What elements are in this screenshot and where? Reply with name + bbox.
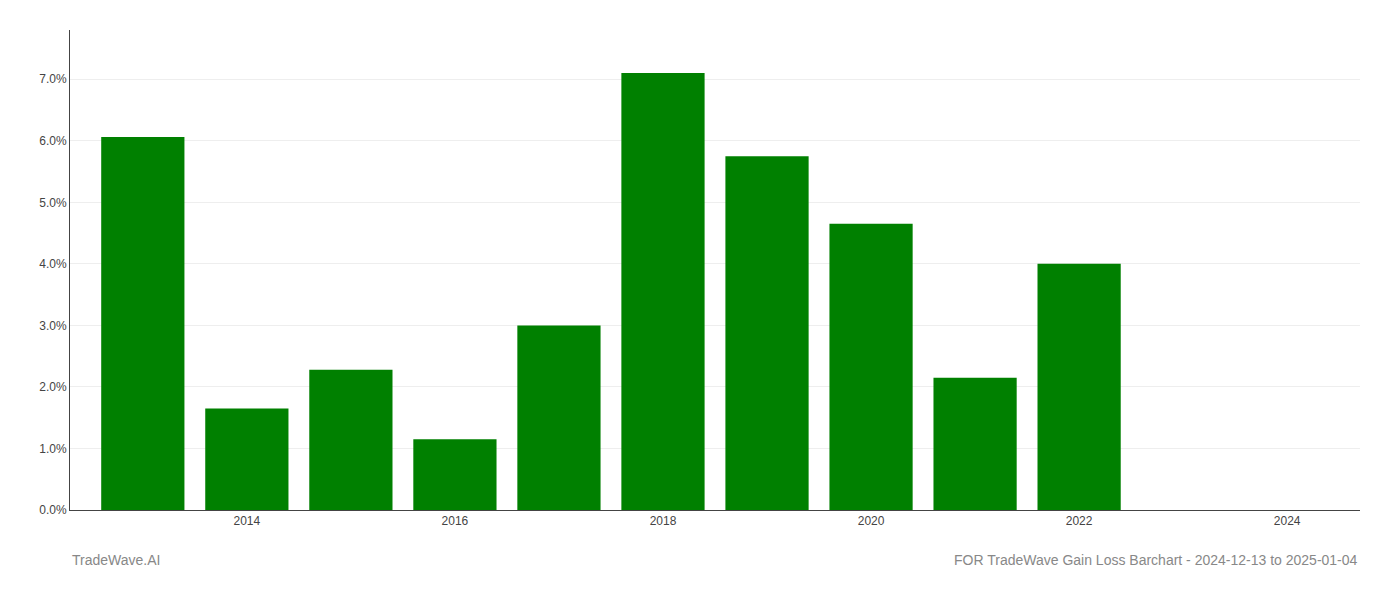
svg-text:6.0%: 6.0%: [39, 134, 67, 148]
svg-text:TradeWave.AI: TradeWave.AI: [72, 552, 160, 568]
svg-text:0.0%: 0.0%: [39, 503, 67, 517]
svg-text:2020: 2020: [858, 514, 885, 528]
svg-text:4.0%: 4.0%: [39, 257, 67, 271]
svg-text:FOR TradeWave Gain Loss Barcha: FOR TradeWave Gain Loss Barchart - 2024-…: [954, 552, 1358, 568]
svg-text:2014: 2014: [233, 514, 260, 528]
svg-text:2016: 2016: [442, 514, 469, 528]
svg-text:2018: 2018: [650, 514, 677, 528]
svg-text:5.0%: 5.0%: [39, 196, 67, 210]
svg-text:2022: 2022: [1066, 514, 1093, 528]
svg-text:3.0%: 3.0%: [39, 319, 67, 333]
svg-text:7.0%: 7.0%: [39, 72, 67, 86]
svg-text:1.0%: 1.0%: [39, 442, 67, 456]
svg-text:2024: 2024: [1274, 514, 1301, 528]
svg-text:2.0%: 2.0%: [39, 380, 67, 394]
